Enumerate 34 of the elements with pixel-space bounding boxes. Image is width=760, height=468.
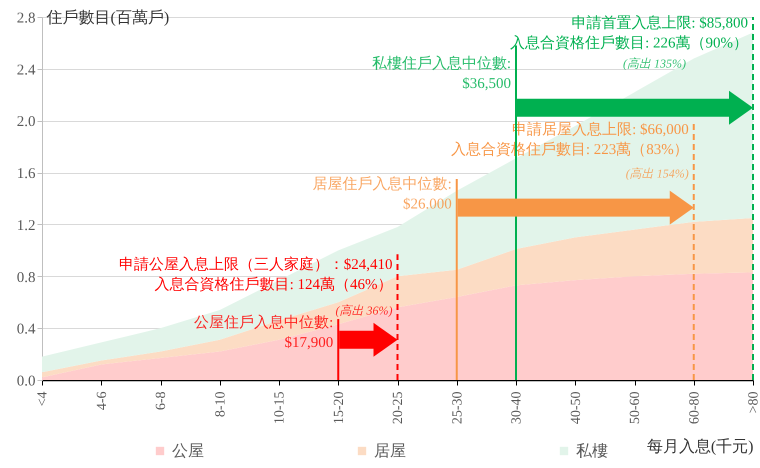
ref-line-label: 居屋住戶入息中位數: $26.000: [312, 175, 452, 212]
y-tick-label: 2.0: [16, 114, 36, 130]
y-tick-label: 2.8: [16, 10, 36, 26]
x-tick-label: <4: [36, 392, 50, 406]
x-axis-title: 每月入息(千元): [646, 438, 754, 456]
x-tick-label: 40-50: [568, 392, 584, 424]
y-tick-label: 0.4: [16, 322, 36, 338]
x-tick-label: 6-8: [154, 392, 169, 410]
x-tick-label: 15-20: [332, 392, 347, 424]
ref-line-label: 公屋住戶入息中位數: $17,900: [194, 314, 334, 352]
x-tick-label: 4-6: [94, 392, 110, 410]
ref-line-label: 申請首置入息上限: $85,800 入息合資格住戶數目: 226萬（90%）: [510, 14, 748, 52]
legend-label: 公屋: [172, 443, 204, 460]
annotation: (高出 135%): [623, 56, 686, 70]
x-tick-label: 50-60: [628, 392, 643, 424]
x-tick-label: 10-15: [272, 392, 288, 424]
x-tick-label: 30-40: [510, 392, 524, 424]
legend-label: 居屋: [374, 443, 406, 460]
y-axis-title: 住戶數目(百萬戶): [46, 8, 170, 26]
x-tick-label: 60-80: [687, 392, 702, 424]
y-tick-label: 0.0: [16, 374, 36, 390]
x-tick-label: >80: [746, 392, 760, 414]
ref-line-label: 申請公屋入息上限（三人家庭）：$24,410 入息合資格住戶數目: 124萬（46%）: [118, 256, 392, 293]
legend-label: 私樓: [576, 442, 608, 460]
y-tick-label: 0.8: [16, 270, 36, 286]
y-tick-label: 1.6: [16, 166, 36, 182]
annotation: (高出 154%): [626, 166, 689, 181]
ref-line-label: 私樓住戶入息中位數: $36,500: [372, 54, 511, 92]
x-tick-label: 20-25: [391, 392, 406, 424]
y-tick-label: 2.4: [16, 62, 36, 78]
y-tick-label: 1.2: [16, 218, 36, 234]
annotation: (高出 36%): [336, 303, 392, 318]
x-tick-label: 25-30: [450, 392, 466, 424]
x-tick-label: 8-10: [213, 392, 228, 418]
